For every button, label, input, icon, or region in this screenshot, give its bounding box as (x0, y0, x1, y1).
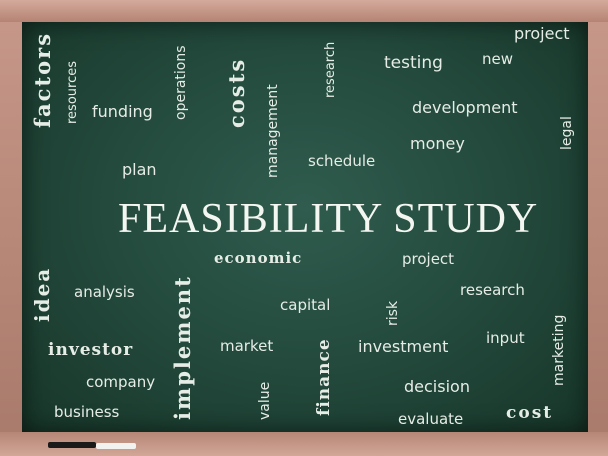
word-legal: legal (559, 116, 575, 150)
word-decision: decision (404, 377, 470, 396)
word-investment: investment (358, 337, 449, 356)
word-money: money (410, 134, 465, 153)
word-plan: plan (122, 160, 157, 179)
black-chalk (48, 442, 96, 448)
word-project-top: project (514, 24, 570, 43)
word-analysis: analysis (74, 283, 135, 301)
white-chalk (96, 443, 136, 449)
word-research-vertical: research (323, 41, 338, 98)
frame-top-rail (0, 0, 608, 22)
word-company: company (86, 373, 156, 391)
word-schedule: schedule (308, 152, 376, 170)
word-project-mid: project (402, 250, 455, 268)
chalkboard: project new testing research costs opera… (22, 22, 588, 432)
word-capital: capital (280, 296, 331, 314)
word-factors: factors (30, 31, 55, 128)
word-market: market (220, 337, 274, 355)
word-cost: cost (506, 403, 554, 423)
word-implement: implement (170, 275, 195, 420)
word-idea: idea (30, 266, 54, 322)
word-funding: funding (92, 102, 153, 121)
word-value: value (257, 381, 273, 420)
word-evaluate: evaluate (398, 410, 464, 428)
word-research-mid: research (460, 281, 525, 299)
word-new: new (482, 50, 514, 68)
word-costs: costs (224, 57, 249, 128)
word-management: management (265, 84, 281, 178)
word-marketing: marketing (551, 314, 567, 386)
word-business: business (54, 403, 120, 421)
word-finance: finance (314, 338, 334, 416)
word-development: development (412, 98, 518, 117)
word-input: input (486, 329, 525, 347)
word-risk: risk (385, 300, 401, 326)
title-feasibility-study: FEASIBILITY STUDY (118, 196, 539, 242)
word-resources: resources (65, 60, 80, 124)
word-investor: investor (48, 340, 134, 360)
word-testing: testing (384, 53, 443, 73)
word-economic: economic (214, 249, 303, 267)
word-operations: operations (173, 45, 189, 120)
